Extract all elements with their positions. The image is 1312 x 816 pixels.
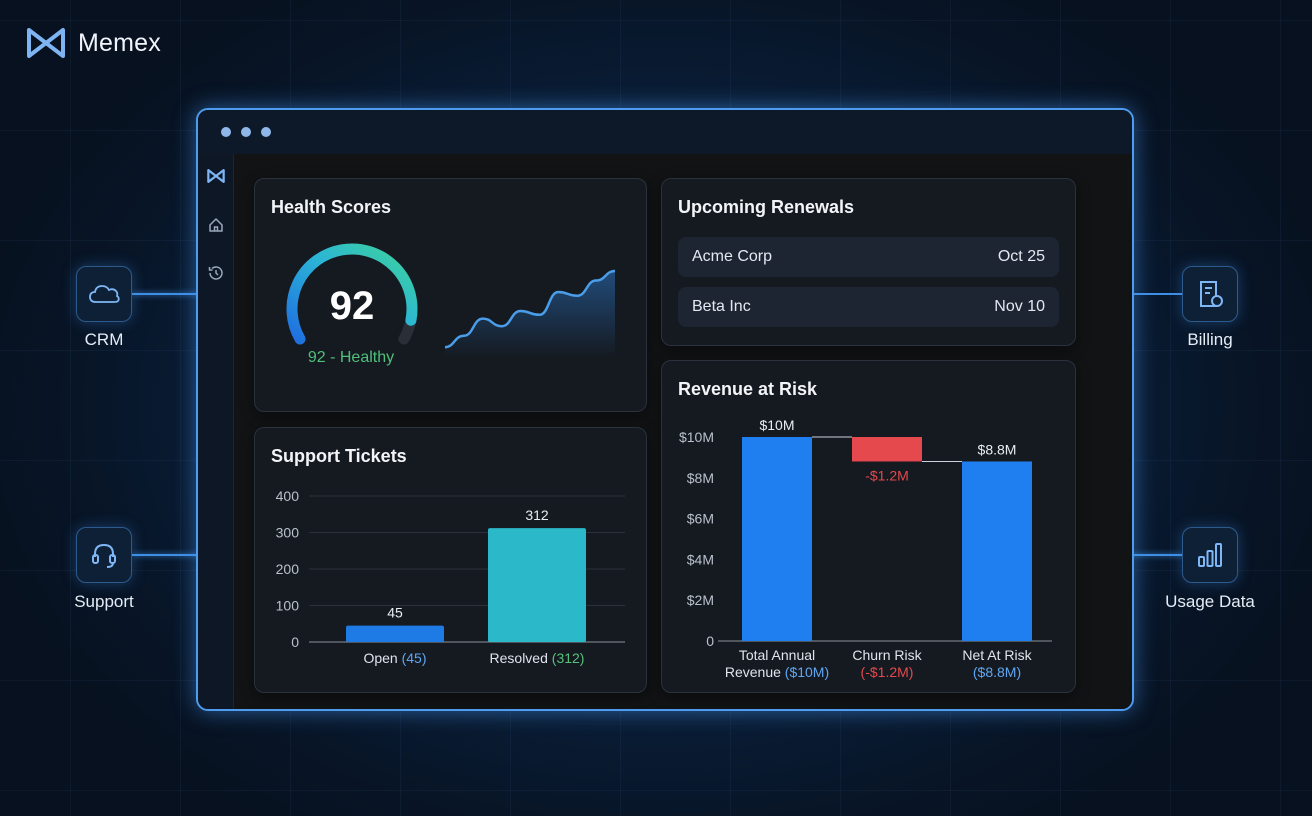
- y-tick-label: 200: [276, 561, 300, 577]
- upcoming-renewals-card: Upcoming Renewals Acme Corp Oct 25 Beta …: [661, 178, 1076, 346]
- window-dot-1[interactable]: [221, 127, 231, 137]
- brand: Memex: [26, 26, 161, 60]
- health-scores-card: Health Scores 92 92 - Healthy: [254, 178, 647, 412]
- app-window: Health Scores 92 92 - Healthy Upcoming R…: [196, 108, 1134, 711]
- x-tick-label: Total Annual Revenue ($10M): [725, 647, 829, 680]
- window-titlebar: [198, 110, 1132, 154]
- support-tickets-chart: 0 100 200 300 400 45 Open (45) 312 Resolved (312…: [276, 488, 625, 666]
- renewal-row[interactable]: Beta Inc Nov 10: [678, 287, 1059, 327]
- dashboard-content: Health Scores 92 92 - Healthy Upcoming R…: [234, 154, 1132, 709]
- memex-logo-icon: [27, 28, 65, 58]
- data-label: 45: [387, 605, 403, 621]
- x-tick-label: Net At Risk ($8.8M): [962, 647, 1032, 680]
- waterfall-bar: [962, 461, 1032, 641]
- y-tick-label: 0: [291, 634, 299, 650]
- health-gauge: 92: [286, 243, 418, 345]
- y-tick-label: $4M: [687, 551, 714, 567]
- health-trend-sparkline: [444, 269, 616, 357]
- billing-label: Billing: [1187, 330, 1233, 349]
- renewal-account: Acme Corp: [692, 248, 773, 265]
- billing-source[interactable]: [1182, 266, 1238, 322]
- support-label: Support: [74, 592, 134, 611]
- support-connector: [132, 554, 255, 556]
- y-tick-label: 300: [276, 525, 300, 541]
- bar-chart-icon: [1198, 543, 1222, 567]
- crm-source[interactable]: [76, 266, 132, 322]
- y-tick-label: 0: [706, 633, 714, 649]
- renewal-date: Nov 10: [994, 298, 1045, 315]
- usage-source[interactable]: [1182, 527, 1238, 583]
- renewal-row[interactable]: Acme Corp Oct 25: [678, 237, 1059, 277]
- crm-connector: [132, 293, 255, 295]
- upcoming-renewals-title: Upcoming Renewals: [678, 197, 855, 217]
- crm-label: CRM: [84, 330, 124, 349]
- support-tickets-title: Support Tickets: [271, 446, 407, 466]
- renewal-account: Beta Inc: [692, 298, 751, 315]
- x-tick-label: Churn Risk (-$1.2M): [852, 647, 922, 680]
- y-tick-label: $2M: [687, 592, 714, 608]
- sidebar: [198, 154, 234, 709]
- y-tick-label: 400: [276, 488, 300, 504]
- data-label: $8.8M: [978, 441, 1017, 457]
- waterfall-bar: [742, 437, 812, 641]
- renewal-date: Oct 25: [997, 248, 1045, 265]
- health-status: 92 - Healthy: [307, 349, 395, 366]
- revenue-at-risk-title: Revenue at Risk: [678, 379, 818, 399]
- y-tick-label: $6M: [687, 511, 714, 527]
- window-dot-3[interactable]: [261, 127, 271, 137]
- health-score-value: 92: [330, 284, 375, 328]
- window-dot-2[interactable]: [241, 127, 251, 137]
- waterfall-bar: [852, 437, 922, 462]
- brand-name: Memex: [78, 28, 161, 57]
- data-label: 312: [525, 507, 549, 523]
- revenue-waterfall-chart: 0 $2M $4M $6M $8M $10M $10M Total Annual Revenue…: [679, 417, 1052, 680]
- y-tick-label: $10M: [679, 429, 714, 445]
- support-source[interactable]: [76, 527, 132, 583]
- usage-label: Usage Data: [1165, 592, 1255, 611]
- x-tick-label: Resolved (312): [490, 650, 585, 666]
- headset-icon: [92, 543, 116, 568]
- bar-resolved: [488, 528, 586, 642]
- y-tick-label: 100: [276, 598, 300, 614]
- health-scores-title: Health Scores: [271, 197, 392, 217]
- gauge-fill: [286, 243, 418, 345]
- revenue-at-risk-card: Revenue at Risk 0 $2M $4M $6M $8M $10M $10M Tot…: [661, 360, 1076, 693]
- cloud-icon: [89, 285, 120, 303]
- invoice-icon: [1200, 281, 1223, 307]
- y-tick-label: $8M: [687, 470, 714, 486]
- memex-logo-icon[interactable]: [207, 168, 225, 184]
- home-icon[interactable]: [207, 216, 225, 234]
- data-label: -$1.2M: [865, 467, 909, 483]
- support-tickets-card: Support Tickets 0 100 200 300 400 45 Open (45)…: [254, 427, 647, 693]
- data-label: $10M: [759, 417, 794, 433]
- sparkline-line: [444, 269, 616, 349]
- history-icon[interactable]: [207, 264, 225, 282]
- x-tick-label: Open (45): [363, 650, 426, 666]
- bar-open: [346, 625, 444, 642]
